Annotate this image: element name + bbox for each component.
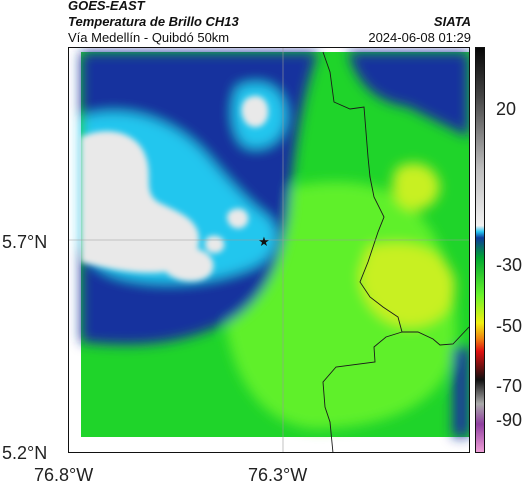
- cold-cloud-spot-2: [205, 235, 225, 254]
- product-title: GOES-EAST: [68, 0, 145, 13]
- colorbar: [475, 47, 485, 453]
- star-icon: ★: [258, 234, 270, 249]
- datetime-label: 2024-06-08 01:29: [368, 30, 471, 45]
- satellite-map: ★: [68, 47, 470, 454]
- lat-label: 5.2°N: [2, 443, 48, 463]
- route-label: Vía Medellín - Quibdó 50km: [68, 30, 230, 45]
- department-borders: [322, 51, 470, 454]
- data-field: [81, 52, 469, 437]
- blue-cloud-ne: [348, 52, 469, 137]
- satellite-map-svg: ★: [68, 47, 470, 454]
- product-subtitle: Temperatura de Brillo CH13: [68, 14, 239, 29]
- lat-label: 5.7°N: [2, 232, 48, 252]
- graticule: [68, 47, 470, 453]
- colorbar-tick: -30: [496, 255, 523, 275]
- blue-cloud-se: [453, 347, 469, 437]
- yellow-green-zone-2: [392, 163, 440, 211]
- cold-cloud-spot: [227, 208, 249, 229]
- org-label: SIATA: [433, 14, 471, 29]
- lon-label: 76.8°W: [34, 465, 94, 485]
- cold-cloud-lobe: [161, 247, 214, 282]
- map-frame: [68, 47, 470, 453]
- cold-cloud-top: [81, 131, 199, 273]
- border-line-east: [402, 326, 470, 346]
- border-line-north: [322, 51, 403, 333]
- colorbar-tick: 20: [496, 99, 517, 119]
- lon-label: 76.3°W: [248, 465, 308, 485]
- colorbar-tick: -50: [496, 316, 523, 336]
- yellow-green-zone: [359, 243, 455, 327]
- colorbar-tick: -70: [496, 376, 523, 396]
- border-line-south: [322, 331, 403, 454]
- cold-cloud-north: [241, 95, 269, 128]
- colorbar-tick: -90: [496, 410, 523, 430]
